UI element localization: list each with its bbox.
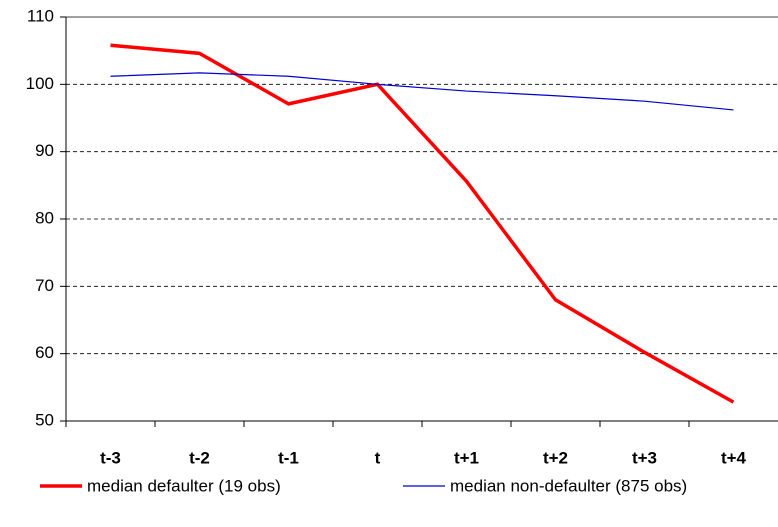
x-tick-label: t+3 [632, 448, 657, 467]
x-tick-label: t-1 [278, 448, 299, 467]
y-tick-label: 100 [26, 74, 54, 93]
y-tick-label: 70 [35, 276, 54, 295]
series-line [110, 72, 734, 111]
y-tick-label: 90 [35, 141, 54, 160]
x-tick-label: t-3 [100, 448, 121, 467]
x-tick-label: t+4 [721, 448, 747, 467]
y-tick-label: 110 [27, 6, 54, 25]
x-tick-label: t+2 [543, 448, 568, 467]
y-tick-label: 60 [35, 343, 54, 362]
y-tick-label: 50 [35, 410, 54, 429]
legend-label: median non-defaulter (875 obs) [450, 476, 687, 495]
y-tick-label: 80 [35, 208, 54, 227]
legend-label: median defaulter (19 obs) [87, 476, 281, 495]
x-tick-label: t [375, 448, 381, 467]
x-tick-label: t+1 [454, 448, 479, 467]
x-tick-label: t-2 [189, 448, 210, 467]
series-line [110, 43, 735, 404]
